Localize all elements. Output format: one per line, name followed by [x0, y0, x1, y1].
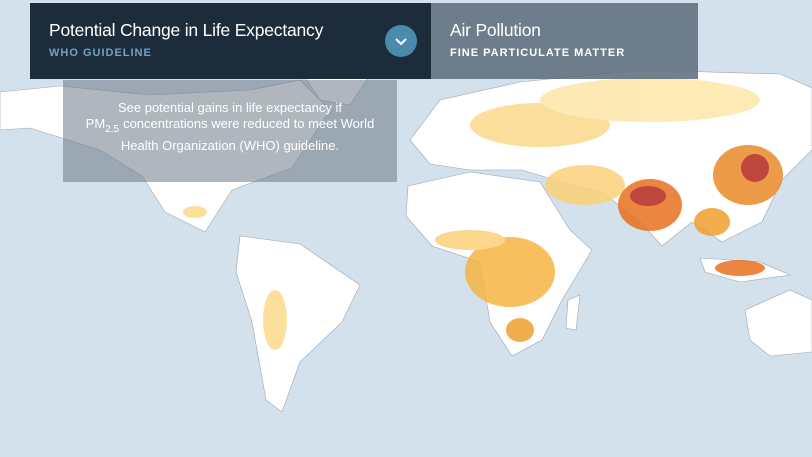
pollution-africa-west — [435, 230, 505, 250]
tab-life-expectancy[interactable]: Potential Change in Life Expectancy WHO … — [30, 3, 431, 79]
pollution-indonesia — [715, 260, 765, 276]
pollution-south-america — [263, 290, 287, 350]
description-box: See potential gains in life expectancy i… — [63, 80, 397, 182]
chevron-icon — [395, 38, 407, 46]
tab-title: Potential Change in Life Expectancy — [49, 20, 324, 40]
madagascar — [565, 294, 581, 331]
south-america — [235, 235, 361, 413]
pollution-mexico — [183, 206, 207, 218]
pollution-africa — [465, 237, 555, 307]
pollution-middle-east — [545, 165, 625, 205]
tab-title: Air Pollution — [450, 20, 541, 40]
dropdown-button[interactable] — [385, 25, 417, 57]
tab-subtitle: WHO GUIDELINE — [49, 47, 152, 59]
tab-air-pollution[interactable]: Air Pollution FINE PARTICULATE MATTER — [431, 3, 698, 79]
pollution-china-core — [741, 154, 769, 182]
description-text: concentrations were reduced to meet Worl… — [120, 116, 375, 153]
tab-subtitle: FINE PARTICULATE MATTER — [450, 47, 626, 59]
pollution-south-africa — [506, 318, 534, 342]
description-text: See potential gains in life expectancy i… — [85, 100, 343, 131]
pollution-southeast-asia — [694, 208, 730, 236]
description-subscript: 2.5 — [105, 123, 120, 135]
pollution-india-core — [630, 186, 666, 206]
pollution-russia — [540, 78, 760, 122]
tab-bar: Potential Change in Life Expectancy WHO … — [30, 3, 698, 79]
australia — [744, 289, 812, 357]
